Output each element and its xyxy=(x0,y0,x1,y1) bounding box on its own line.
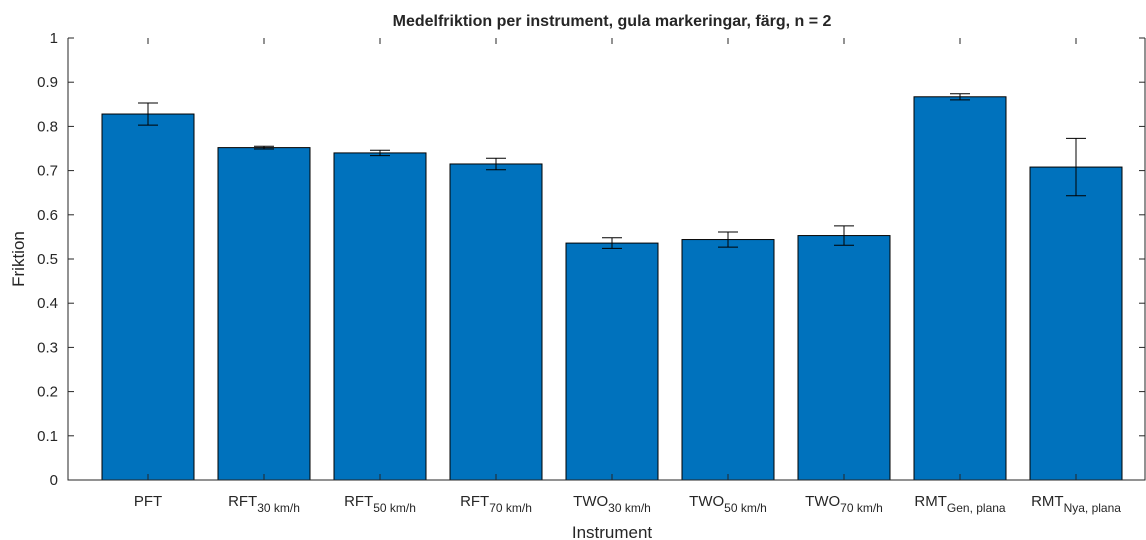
bar xyxy=(913,96,1007,481)
y-axis-label: Friktion xyxy=(9,231,28,287)
error-bar xyxy=(254,145,274,150)
y-tick-label: 0.8 xyxy=(37,118,58,135)
bar xyxy=(217,147,311,481)
x-tick-label: TWO70 km/h xyxy=(805,493,883,515)
category-label: TWO xyxy=(805,493,840,510)
y-tick-label: 0.7 xyxy=(37,163,58,180)
category-subscript: 50 km/h xyxy=(373,501,416,515)
x-tick-label: RMTGen, plana xyxy=(914,493,1006,515)
bar xyxy=(681,239,775,481)
x-tick-label: TWO50 km/h xyxy=(689,493,767,515)
error-bar xyxy=(486,157,506,171)
error-bar xyxy=(1066,137,1086,197)
category-subscript: 70 km/h xyxy=(489,501,532,515)
category-subscript: Nya, plana xyxy=(1064,501,1122,515)
chart-title: Medelfriktion per instrument, gula marke… xyxy=(393,13,832,30)
x-tick-label: TWO30 km/h xyxy=(573,493,651,515)
bar xyxy=(797,235,891,481)
y-tick-label: 0.9 xyxy=(37,74,58,91)
error-bar xyxy=(834,225,854,246)
category-label: TWO xyxy=(573,493,608,510)
y-tick-label: 0.2 xyxy=(37,384,58,401)
bar xyxy=(565,242,659,481)
y-tick-label: 0.4 xyxy=(37,295,58,312)
category-subscript: Gen, plana xyxy=(947,501,1006,515)
x-tick-label: RMTNya, plana xyxy=(1031,493,1121,515)
bar xyxy=(1029,166,1123,481)
error-bar xyxy=(718,231,738,248)
category-subscript: 50 km/h xyxy=(724,501,767,515)
category-label: RFT xyxy=(228,493,257,510)
x-tick-label: PFT xyxy=(134,493,162,510)
category-subscript: 30 km/h xyxy=(257,501,300,515)
error-bar xyxy=(602,237,622,249)
bar xyxy=(449,163,543,481)
category-label: PFT xyxy=(134,493,162,510)
category-subscript: 30 km/h xyxy=(608,501,651,515)
y-tick-label: 0.1 xyxy=(37,428,58,445)
category-label: RFT xyxy=(344,493,373,510)
bar xyxy=(333,152,427,481)
error-bar xyxy=(950,93,970,101)
y-tick-label: 0.5 xyxy=(37,251,58,268)
bar xyxy=(101,113,195,481)
y-tick-label: 0.6 xyxy=(37,207,58,224)
category-label: TWO xyxy=(689,493,724,510)
error-bar xyxy=(138,102,158,126)
category-subscript: 70 km/h xyxy=(840,501,883,515)
x-axis-label: Instrument xyxy=(572,523,653,540)
y-tick-label: 0.3 xyxy=(37,339,58,356)
y-tick-label: 1 xyxy=(50,30,58,47)
axes-box xyxy=(67,38,1146,481)
x-tick-label: RFT30 km/h xyxy=(228,493,300,515)
x-tick-label: RFT50 km/h xyxy=(344,493,416,515)
y-tick-label: 0 xyxy=(50,472,58,489)
error-bar xyxy=(370,149,390,157)
category-label: RFT xyxy=(460,493,489,510)
category-label: RMT xyxy=(914,493,947,510)
x-tick-label: RFT70 km/h xyxy=(460,493,532,515)
category-label: RMT xyxy=(1031,493,1064,510)
